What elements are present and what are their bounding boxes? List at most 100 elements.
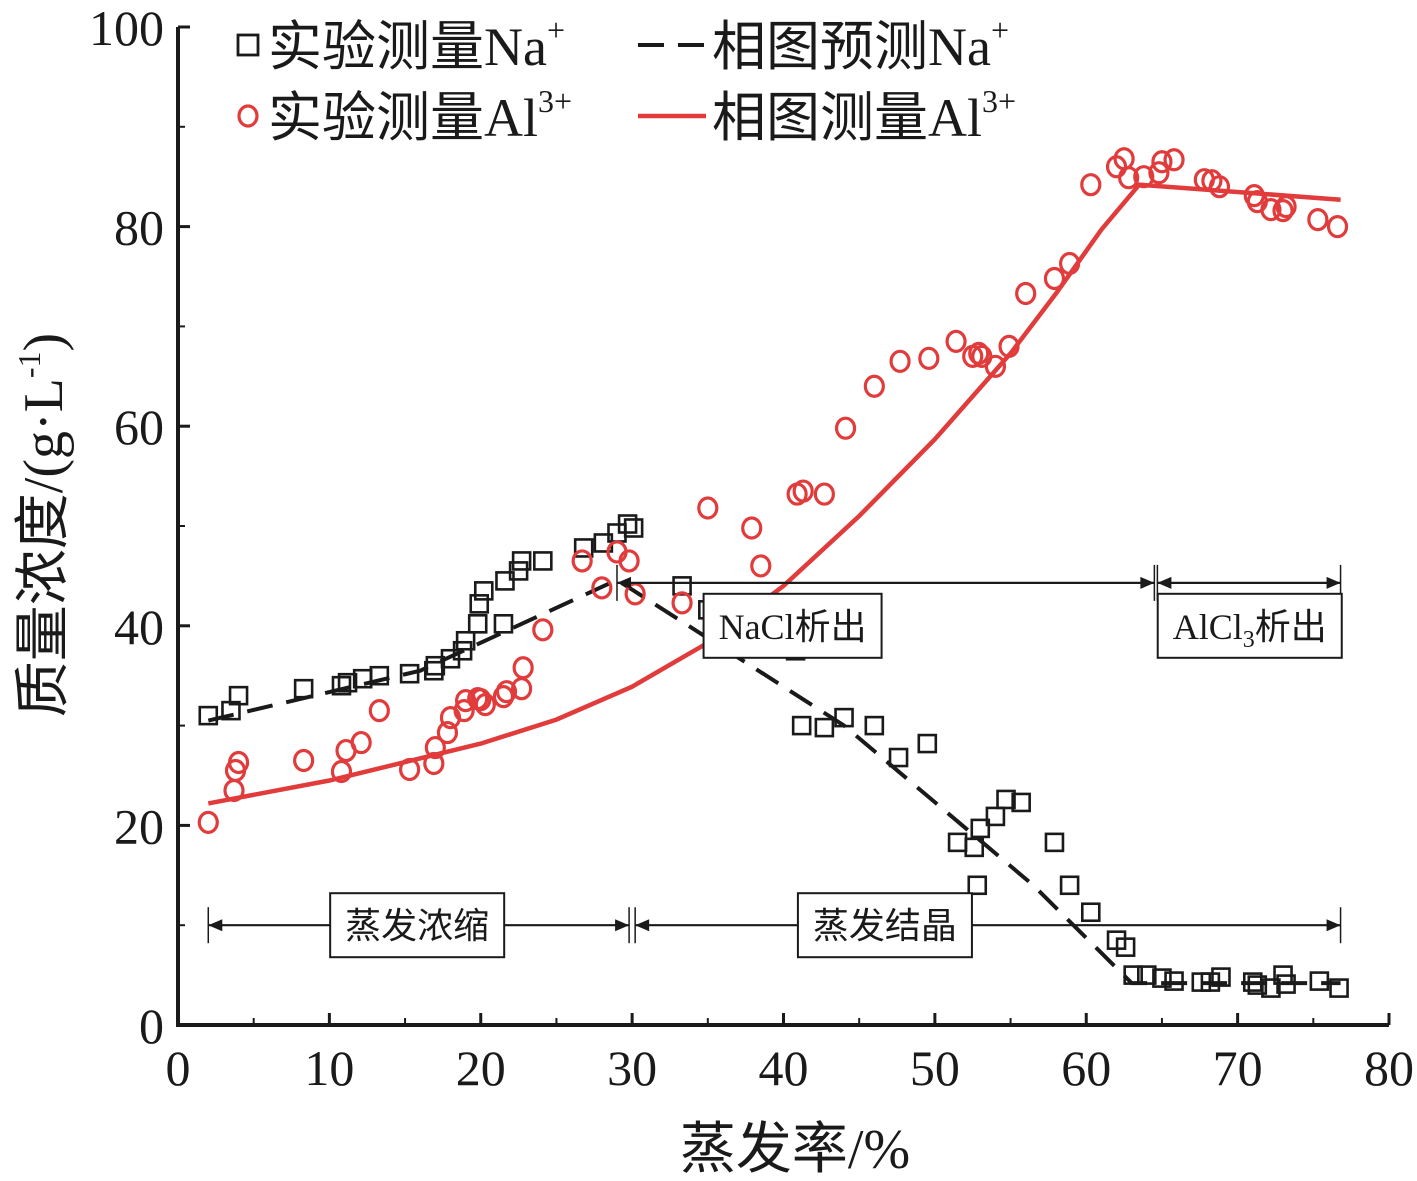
na-data-point: [970, 818, 991, 839]
al-data-point: [532, 618, 554, 642]
al-data-point: [918, 346, 940, 370]
na-data-point: [473, 581, 494, 601]
legend-label-sup: 3+: [538, 83, 572, 119]
na-data-point: [888, 747, 909, 768]
legend-label-main: 实验测量Al: [268, 88, 538, 148]
al-data-point: [436, 720, 459, 745]
al-data-point: [1326, 215, 1349, 239]
na-data-point: [508, 561, 529, 581]
x-tick-label: 50: [910, 1040, 960, 1096]
legend-square-marker: [236, 33, 260, 57]
x-tick-label: 10: [304, 1040, 354, 1096]
na-data-point: [399, 663, 420, 684]
na-data-point: [791, 715, 812, 736]
axes: [176, 27, 1389, 1027]
x-tick-label: 30: [607, 1040, 657, 1096]
annotation-box-frame: [796, 892, 973, 959]
na-data-point: [1152, 968, 1172, 988]
na-data-point: [511, 551, 532, 571]
al-data-point: [1043, 266, 1066, 291]
na-data-point: [1309, 971, 1330, 991]
al-data-point: [197, 810, 219, 835]
al-data-point: [1118, 166, 1140, 190]
na-data-point: [834, 707, 854, 728]
legend-label-sup: 3+: [982, 83, 1016, 119]
na-data-point: [198, 705, 219, 726]
legend-na-predicted: 相图预测Na+: [638, 12, 1009, 77]
al-data-point: [512, 656, 534, 680]
y-axis-label: 质量浓度/(g·L-1): [11, 333, 75, 717]
annotation-arrowhead-left: [616, 576, 631, 589]
annotation-label: AlCl3析出: [1173, 607, 1327, 653]
al-data-point: [470, 688, 492, 712]
annotation-label-main: 蒸发浓缩: [345, 906, 489, 946]
al-data-point: [1163, 148, 1185, 172]
na-data-point: [996, 789, 1016, 810]
al-data-point: [350, 730, 372, 755]
al-data-point: [591, 576, 613, 600]
legend-al-phase: 相图测量Al3+: [638, 83, 1016, 148]
legend-label: 实验测量Al3+: [268, 83, 572, 148]
annotation-label-sub: 3: [1243, 627, 1255, 653]
al-data-point: [1148, 161, 1170, 185]
na-data-point: [1211, 967, 1231, 987]
al-data-point: [495, 680, 518, 704]
na-data-point: [1261, 978, 1281, 998]
al-data-point: [1015, 281, 1037, 306]
legend-label-main: 实验测量Na: [268, 17, 547, 77]
al-data-point: [227, 750, 250, 775]
na-data-point: [1164, 971, 1184, 991]
al-data-point: [474, 693, 496, 717]
na-data-point: [293, 678, 314, 699]
legend-label: 相图预测Na+: [712, 12, 1009, 77]
legend-circle-marker: [237, 104, 259, 128]
y-axis-label-main: 质量浓度/(g·L: [13, 378, 75, 717]
na-data-point: [1329, 978, 1349, 998]
annotation-box: NaCl析出: [702, 592, 883, 659]
x-tick-label: 40: [759, 1040, 809, 1096]
al-data-point: [293, 748, 315, 773]
na-data-point: [369, 665, 390, 686]
al-data-point: [863, 374, 885, 398]
na-data-point: [985, 806, 1006, 827]
na-data-point: [1200, 972, 1221, 992]
legend-label: 相图测量Al3+: [712, 83, 1016, 148]
na-data-point: [964, 837, 985, 858]
annotation-box-frame: [1156, 592, 1343, 659]
annotation-box-frame: [702, 592, 883, 659]
na-data-point: [1044, 832, 1065, 853]
na-data-point: [228, 685, 249, 706]
annotation-box: AlCl3析出: [1156, 592, 1343, 659]
annotation-arrowhead-right: [615, 919, 630, 932]
x-tick-label: 20: [456, 1040, 506, 1096]
al-data-point: [671, 591, 693, 615]
al-data-point: [399, 757, 421, 782]
annotation-label-main: NaCl析出: [719, 607, 867, 647]
legend-label-sup: +: [547, 12, 565, 48]
al-data-point: [945, 329, 967, 353]
y-tick-label: 80: [114, 200, 164, 256]
na-data-point: [1115, 937, 1136, 957]
na-data-point: [623, 518, 644, 538]
al-data-point: [1133, 165, 1155, 189]
al-data-point: [741, 516, 763, 540]
al-data-point: [792, 479, 814, 503]
al-data-point: [1272, 199, 1294, 223]
al-data-point: [998, 334, 1020, 358]
x-tick-label: 60: [1061, 1040, 1111, 1096]
na-data-point: [425, 655, 446, 676]
y-tick-label: 0: [139, 998, 164, 1054]
annotation-box: 蒸发结晶: [796, 892, 973, 959]
al-data-point: [453, 699, 475, 723]
y-axis-ticks: 0 20 40 60 80 100: [89, 0, 190, 1054]
na-data-point: [493, 614, 514, 634]
al-data-point: [1151, 150, 1173, 174]
annotation-arrowhead-right: [1326, 576, 1341, 589]
y-tick-label: 40: [114, 599, 164, 655]
legend-label-sup: +: [991, 12, 1009, 48]
al-phase-line: [207, 182, 1341, 806]
al-data-point: [1307, 208, 1329, 232]
annotation-label-tail: 析出: [1255, 607, 1327, 647]
na-data-point: [1137, 965, 1157, 985]
